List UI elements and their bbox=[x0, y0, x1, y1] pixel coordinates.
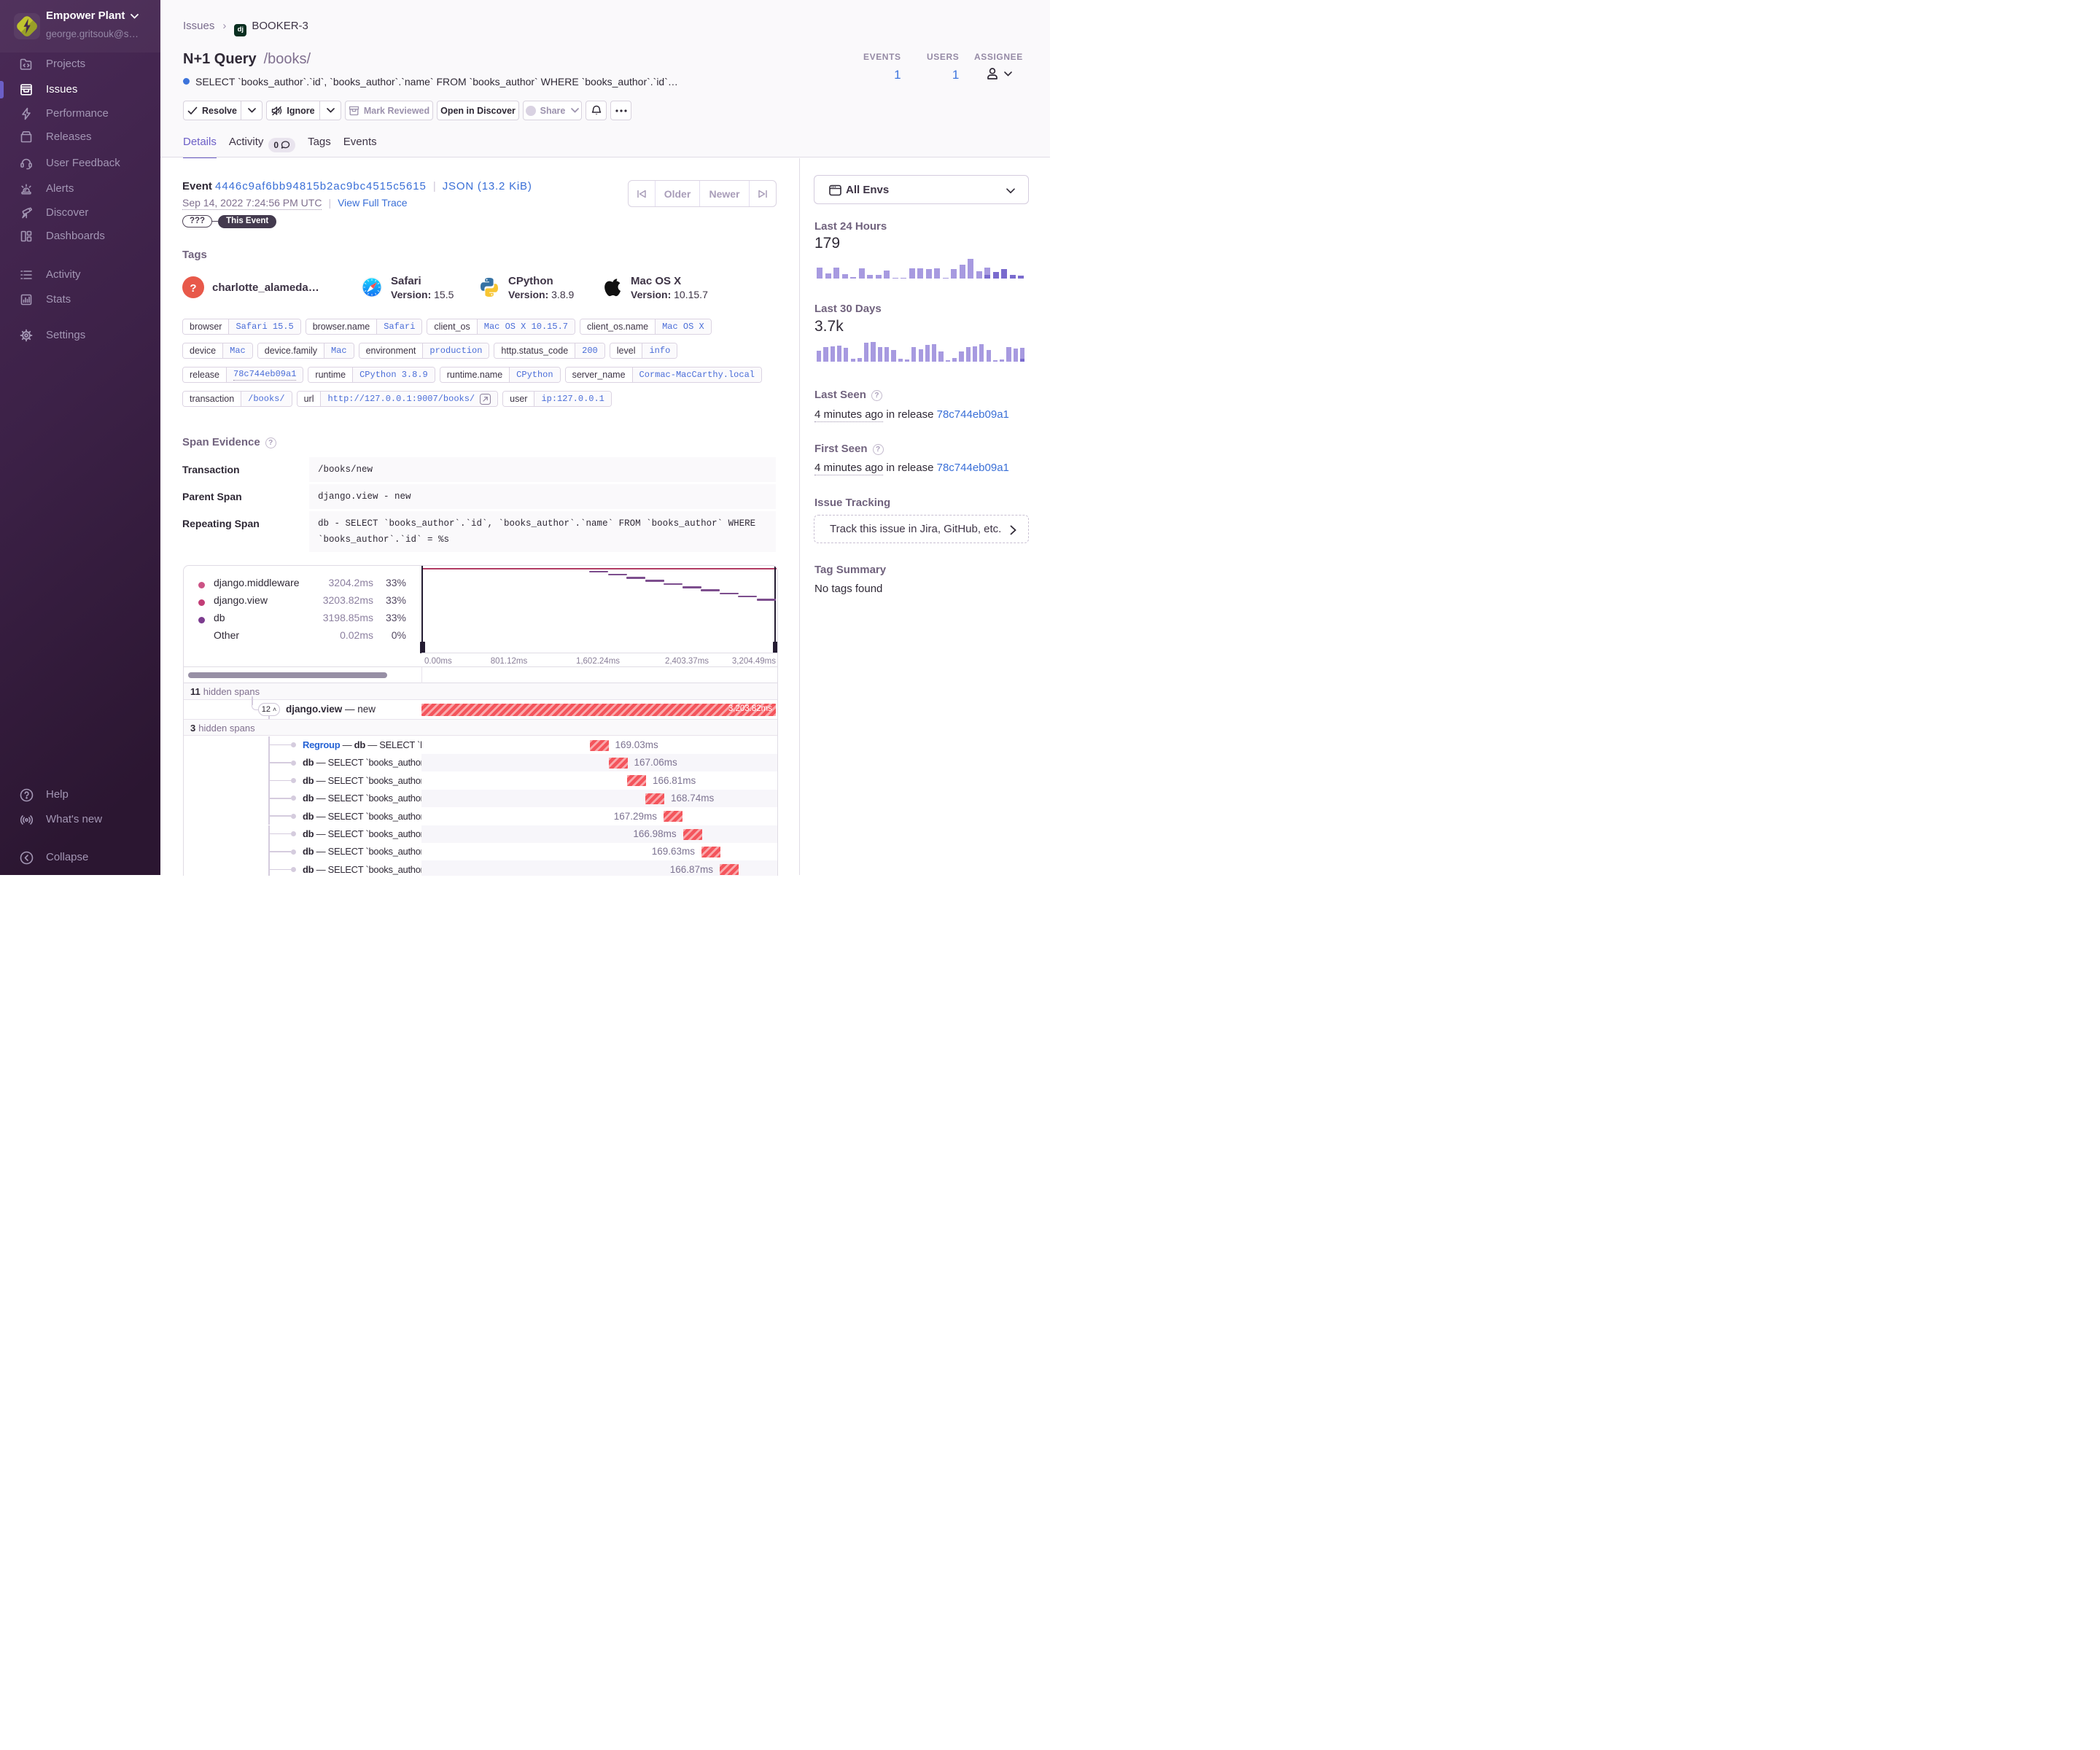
svg-text:?: ? bbox=[190, 282, 196, 295]
